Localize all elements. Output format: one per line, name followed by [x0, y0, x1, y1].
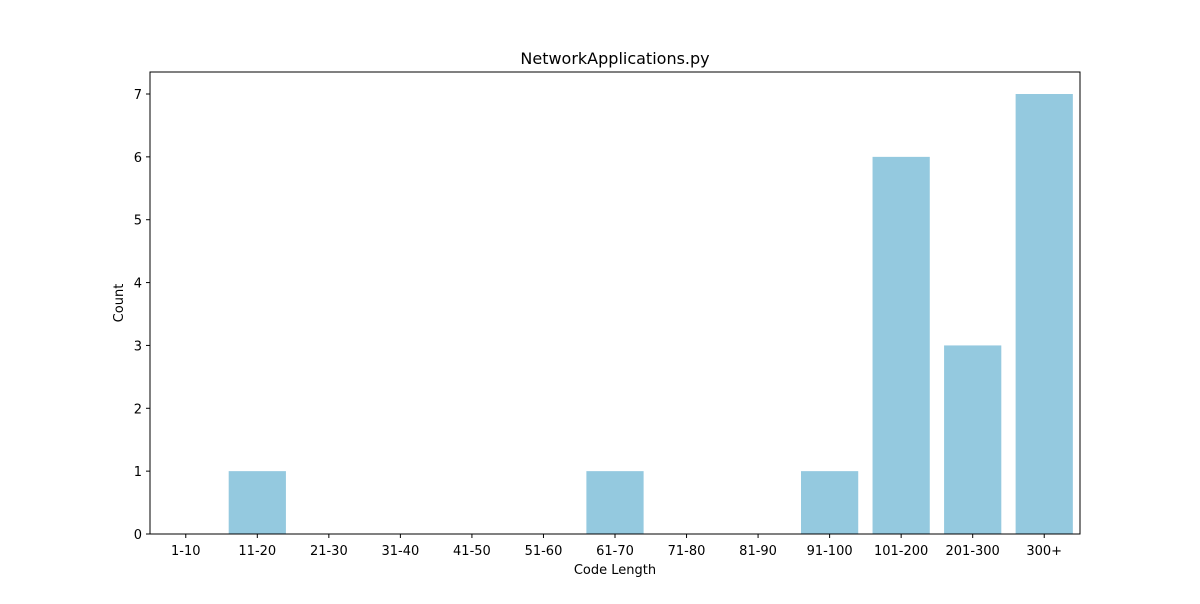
x-tick-label: 81-90 — [739, 544, 777, 559]
bar-201-300 — [944, 345, 1002, 534]
y-tick-label: 3 — [134, 339, 142, 354]
bar-61-70 — [586, 471, 644, 534]
x-tick-label: 1-10 — [171, 544, 201, 559]
y-tick-label: 5 — [134, 214, 142, 229]
x-tick-label: 21-30 — [310, 544, 348, 559]
y-tick-label: 7 — [134, 88, 142, 103]
bar-300+ — [1015, 94, 1073, 534]
x-tick-label: 71-80 — [668, 544, 706, 559]
y-axis-ticks: 0 1 2 3 4 5 6 7 — [134, 88, 150, 543]
bar-11-20 — [228, 471, 286, 534]
x-tick-label: 101-200 — [874, 544, 928, 559]
plot-frame — [149, 71, 1081, 535]
y-tick-label: 2 — [134, 402, 142, 417]
x-tick-label: 91-100 — [807, 544, 853, 559]
x-tick-label: 201-300 — [946, 544, 1000, 559]
chart-title: NetworkApplications.py — [520, 49, 709, 68]
y-axis-label: Count — [112, 284, 127, 323]
bars-layer — [228, 94, 1073, 534]
x-tick-label: 51-60 — [525, 544, 563, 559]
y-tick-label: 6 — [134, 151, 142, 166]
x-axis-label: Code Length — [574, 563, 656, 578]
x-tick-label: 300+ — [1026, 544, 1062, 559]
x-tick-label: 41-50 — [453, 544, 491, 559]
y-tick-label: 4 — [134, 277, 142, 292]
x-tick-label: 11-20 — [238, 544, 276, 559]
x-tick-label: 61-70 — [596, 544, 634, 559]
bar-91-100 — [801, 471, 859, 534]
y-tick-label: 0 — [134, 528, 142, 543]
bar-101-200 — [872, 156, 930, 534]
x-axis-ticks: 1-10 11-20 21-30 31-40 41-50 51-60 61-70 71-80 8… — [171, 534, 1062, 559]
x-tick-label: 31-40 — [381, 544, 419, 559]
y-tick-label: 1 — [134, 465, 142, 480]
